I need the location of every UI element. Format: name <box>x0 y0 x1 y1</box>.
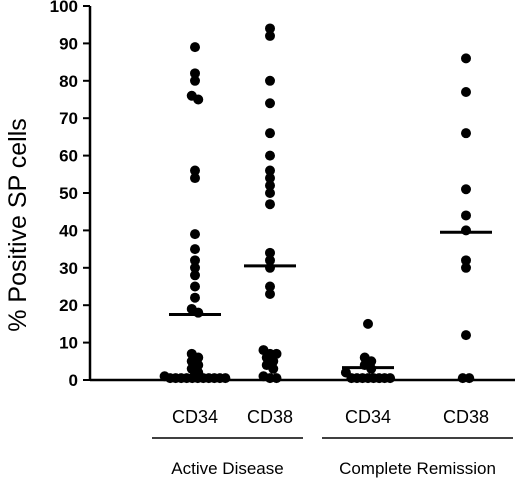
data-points <box>159 23 475 384</box>
data-point <box>271 348 282 359</box>
data-point <box>193 94 204 105</box>
data-point <box>385 373 396 384</box>
data-point <box>265 165 275 176</box>
category-label: CD34 <box>345 407 391 427</box>
data-point <box>461 330 471 341</box>
data-point <box>190 255 200 266</box>
y-tick-label: 60 <box>59 147 78 166</box>
category-label: CD38 <box>247 407 293 427</box>
y-axis-ticks: 0 10 20 30 40 50 60 70 80 90 100 <box>50 0 90 390</box>
y-tick-label: 40 <box>59 221 78 240</box>
data-point <box>265 98 275 109</box>
axes <box>88 6 515 382</box>
data-point <box>461 225 471 236</box>
data-point <box>265 262 275 273</box>
data-point <box>190 281 200 292</box>
data-point <box>461 128 471 139</box>
data-point <box>464 373 475 384</box>
group-label: Complete Remission <box>339 459 496 478</box>
data-point <box>461 210 471 221</box>
y-tick-label: 0 <box>69 371 78 390</box>
data-point <box>265 199 275 210</box>
data-point <box>190 165 200 176</box>
data-point <box>265 180 275 191</box>
y-tick-label: 70 <box>59 109 78 128</box>
data-point <box>190 262 200 273</box>
data-point <box>461 255 471 266</box>
category-label: CD38 <box>443 407 489 427</box>
data-point <box>461 87 471 98</box>
data-point <box>190 42 200 53</box>
data-point <box>265 173 275 184</box>
y-tick-label: 50 <box>59 184 78 203</box>
data-point <box>265 188 275 198</box>
data-point <box>190 75 200 86</box>
data-point <box>190 173 200 184</box>
y-tick-label: 100 <box>50 0 78 16</box>
data-point <box>193 307 204 318</box>
mean-lines <box>169 230 492 370</box>
data-point <box>265 30 275 41</box>
y-tick-label: 30 <box>59 259 78 278</box>
data-point <box>461 53 471 64</box>
data-point <box>363 318 373 329</box>
x-axis-labels: CD34 CD38 CD34 CD38 <box>172 407 489 427</box>
y-tick-label: 80 <box>59 72 78 91</box>
data-point <box>265 150 275 161</box>
y-tick-label: 20 <box>59 296 78 315</box>
group-labels: Active Disease Complete Remission <box>152 437 513 478</box>
data-point <box>268 363 279 374</box>
category-label: CD34 <box>172 407 218 427</box>
data-point <box>271 373 282 384</box>
data-point <box>265 23 275 34</box>
data-point <box>265 255 275 266</box>
data-point <box>461 184 471 195</box>
y-axis-label: % Positive SP cells <box>4 118 32 332</box>
data-point <box>461 262 471 273</box>
data-point <box>265 288 275 299</box>
y-tick-label: 90 <box>59 34 78 53</box>
data-point <box>265 281 275 292</box>
data-point <box>190 229 200 240</box>
data-point <box>190 270 200 281</box>
data-point <box>190 292 200 303</box>
data-point <box>220 373 231 384</box>
data-point <box>190 244 200 255</box>
group-label: Active Disease <box>171 459 283 478</box>
y-tick-label: 10 <box>59 334 78 353</box>
data-point <box>265 247 275 258</box>
data-point <box>265 75 275 86</box>
data-point <box>265 128 275 139</box>
data-point <box>190 68 200 79</box>
